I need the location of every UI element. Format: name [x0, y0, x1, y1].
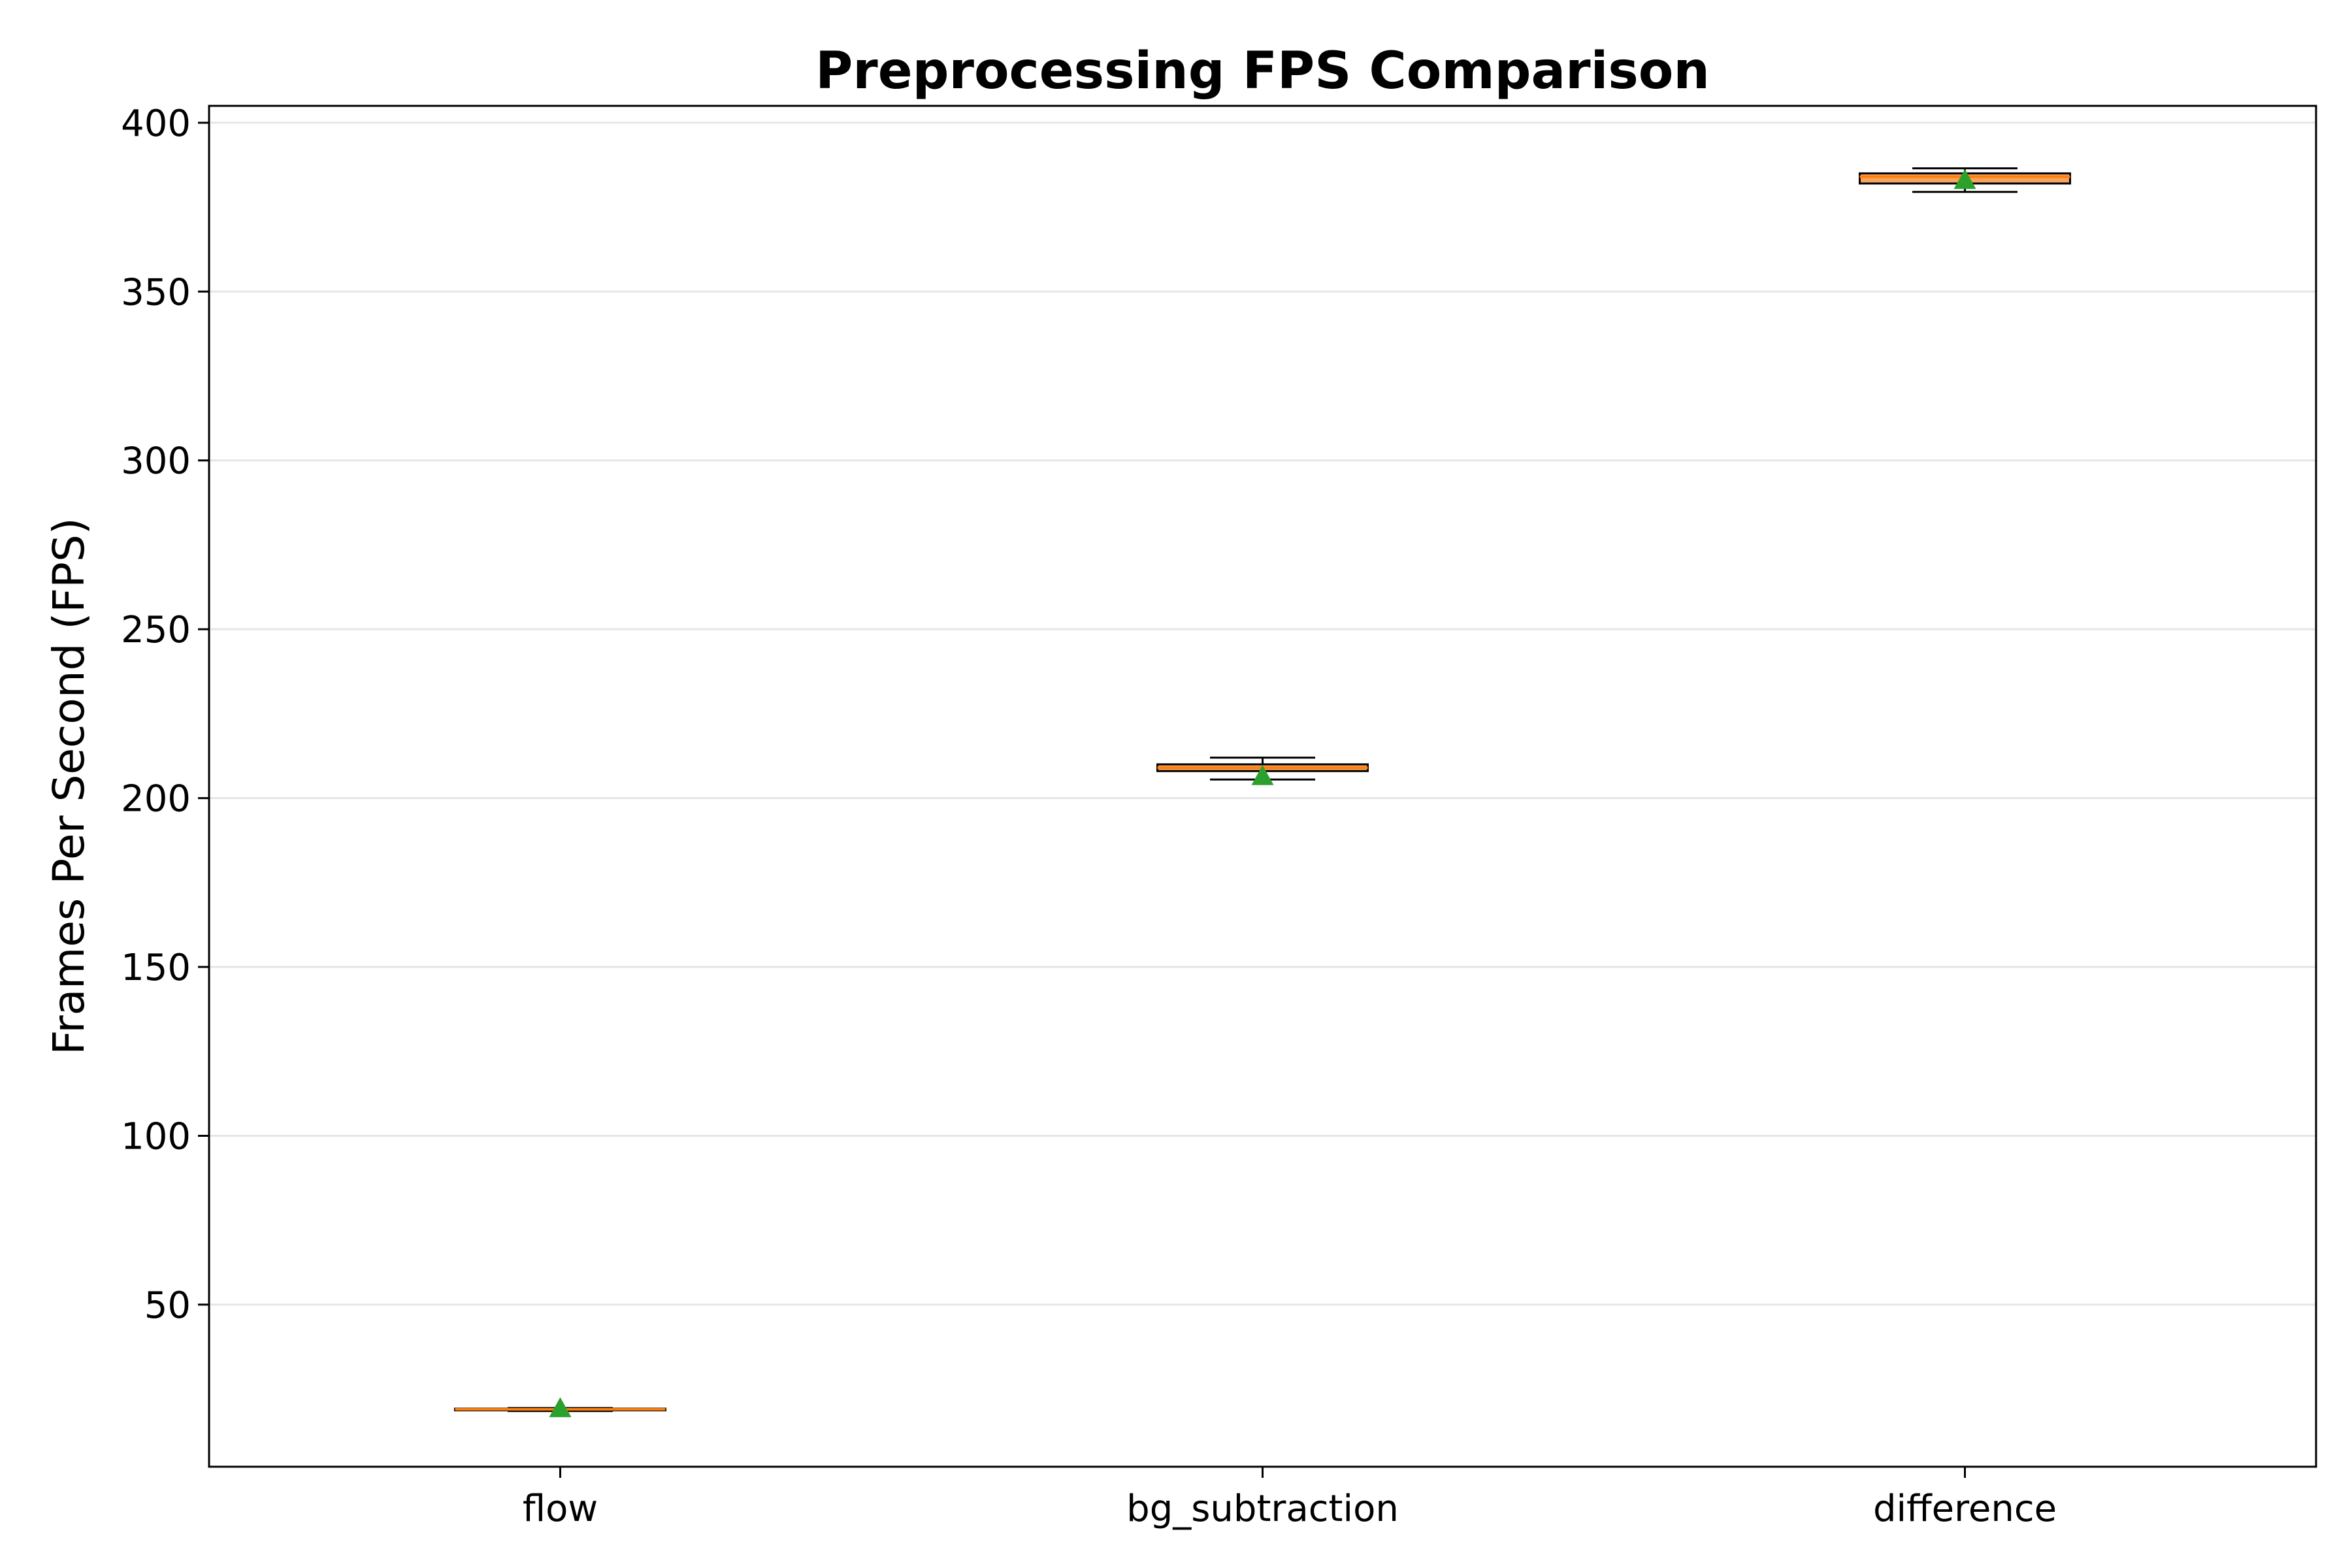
y-tick-label: 250 — [121, 609, 191, 651]
grid-layer — [209, 122, 2316, 1306]
x-tick-label: flow — [523, 1488, 598, 1530]
x-tick-label: difference — [1873, 1488, 2057, 1530]
mean-marker — [1953, 169, 1976, 189]
y-tick-label: 400 — [121, 103, 191, 145]
plot-frame — [208, 105, 2317, 1468]
axis-layer: 50 100 150 200 250 300 350 400 flow bg_subtractio… — [121, 103, 2057, 1530]
y-tick-label: 100 — [121, 1115, 191, 1158]
mean-marker — [1251, 764, 1274, 785]
plot-layer — [454, 167, 2071, 1418]
y-axis-label: Frames Per Second (FPS) — [44, 517, 94, 1054]
y-tick-label: 300 — [121, 440, 191, 483]
y-tick-label: 50 — [144, 1284, 191, 1327]
y-tick-label: 350 — [121, 271, 191, 314]
y-tick-label: 200 — [121, 778, 191, 821]
y-tick-label: 150 — [121, 947, 191, 989]
x-tick-label: bg_subtraction — [1126, 1488, 1399, 1530]
mean-marker — [549, 1397, 572, 1418]
chart-title: Preprocessing FPS Comparison — [815, 42, 1710, 101]
